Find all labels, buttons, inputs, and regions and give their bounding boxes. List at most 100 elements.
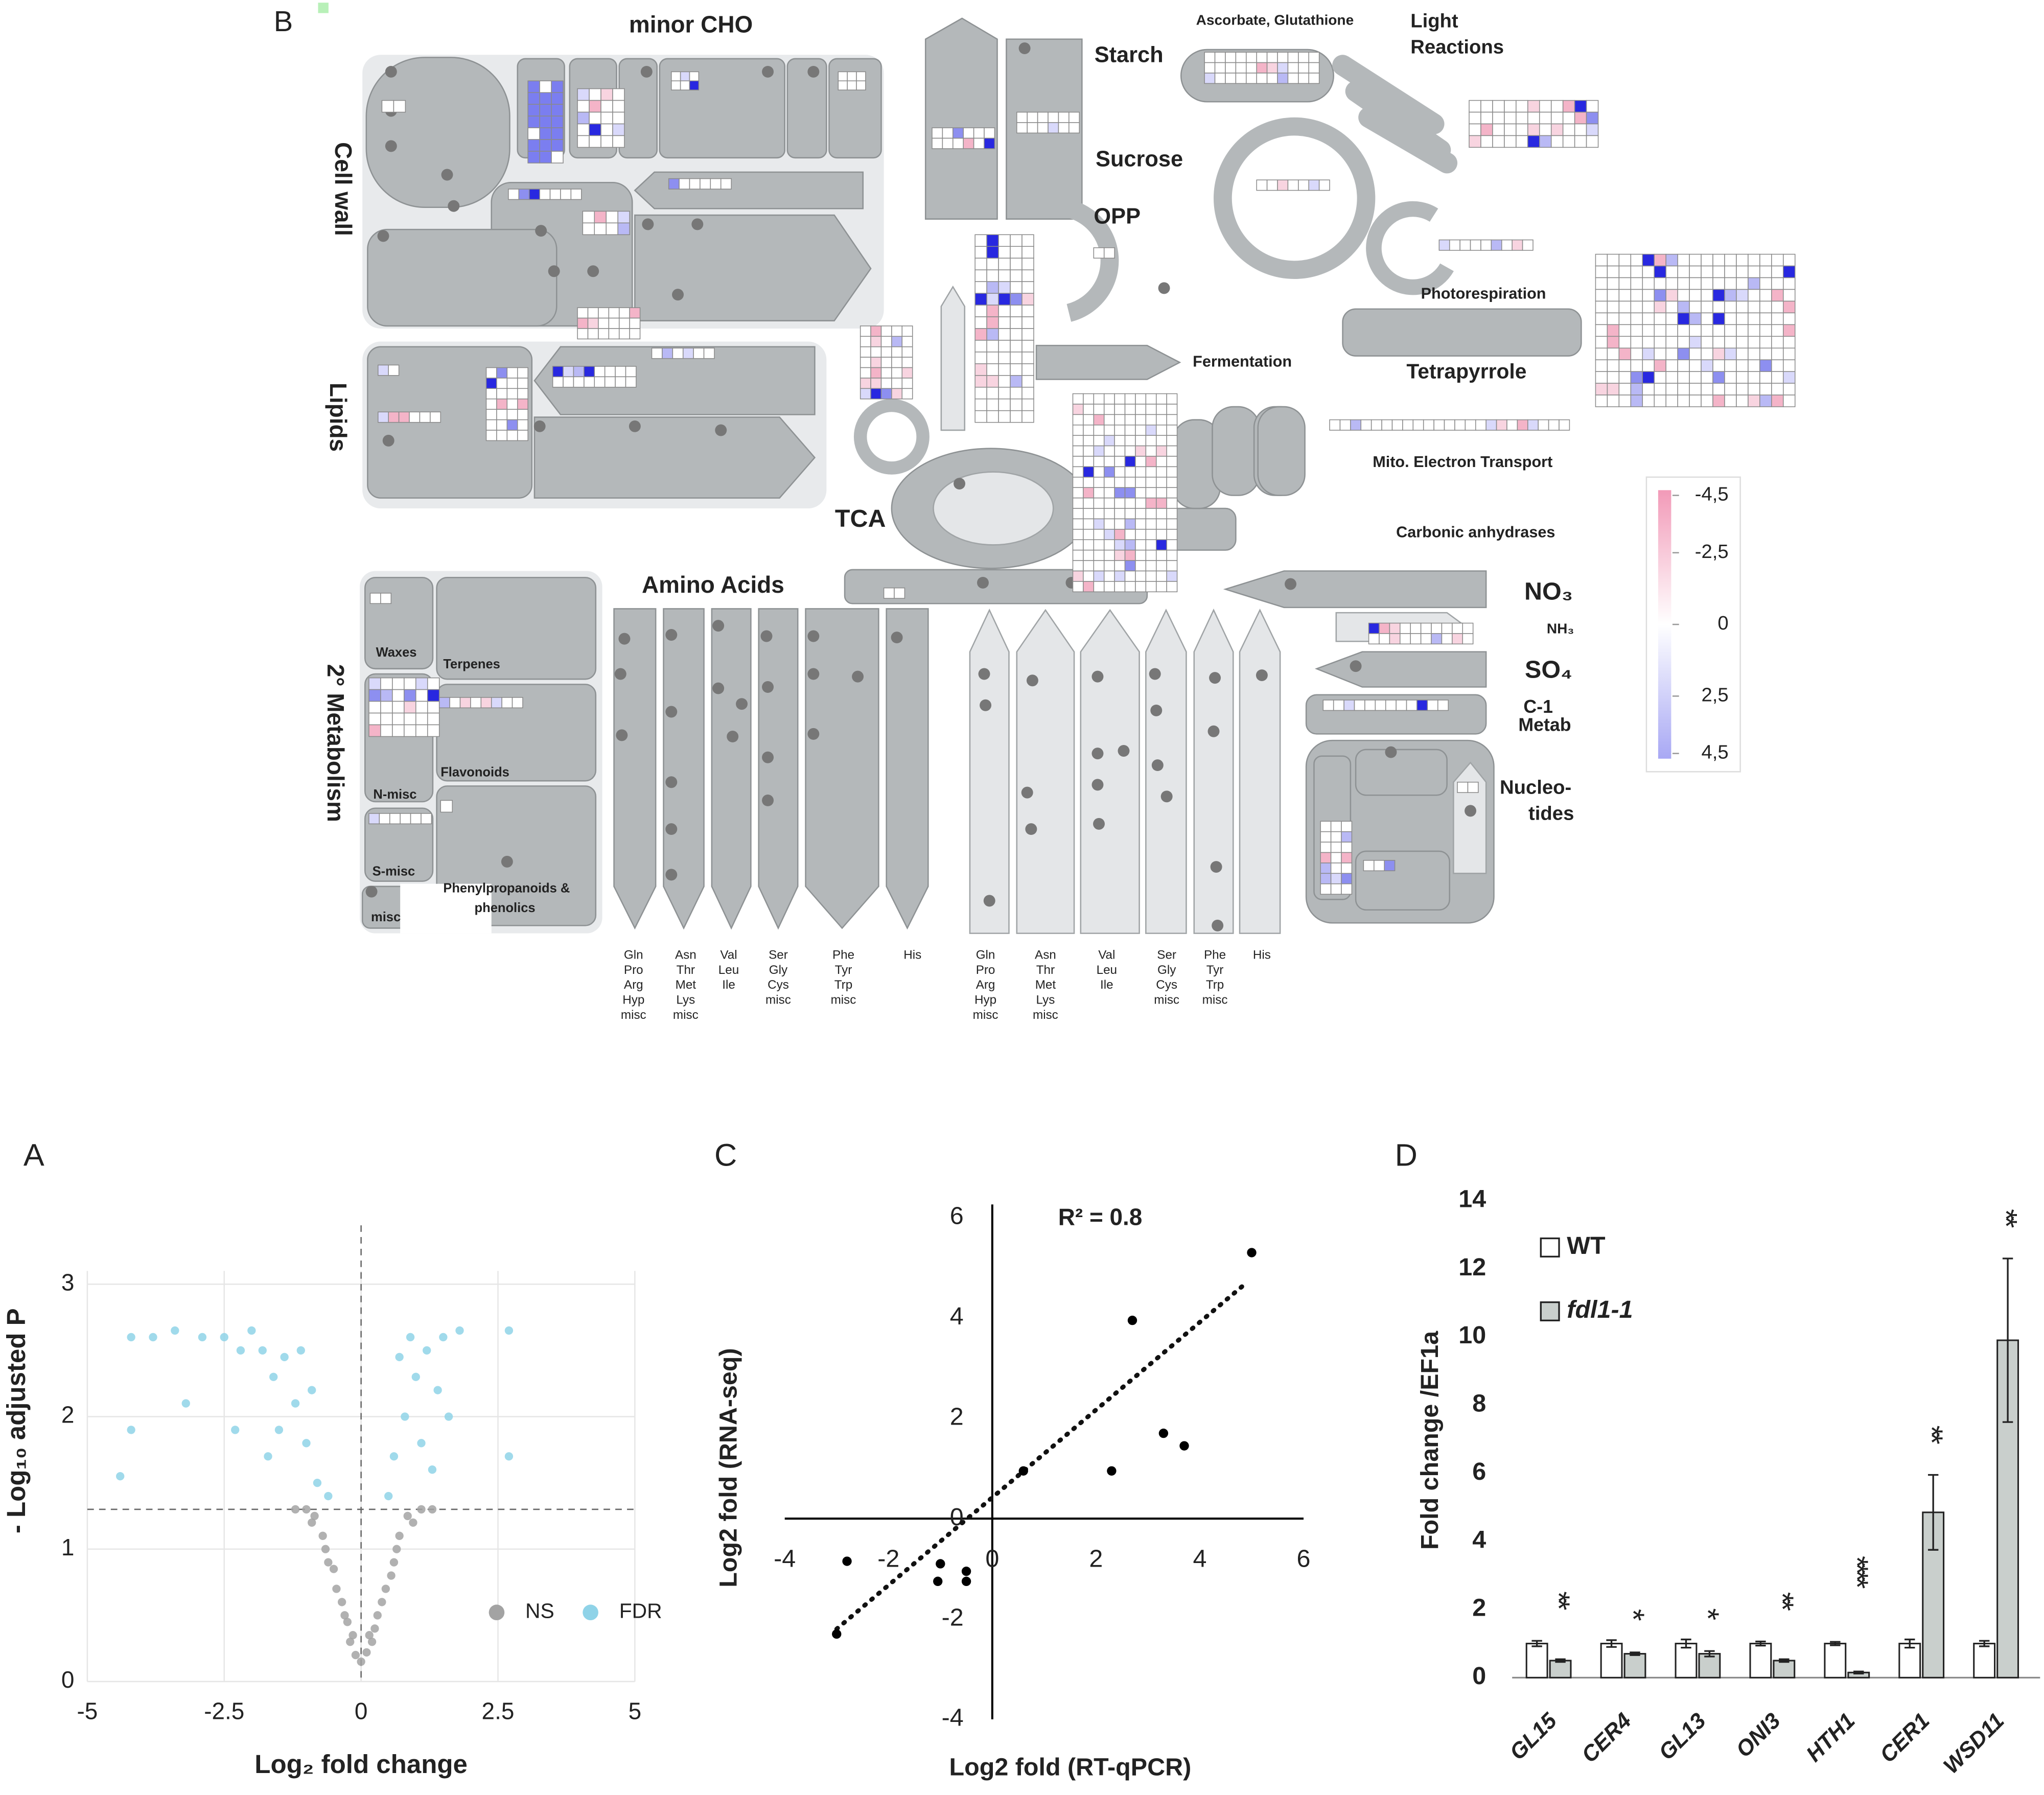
heat-cell (847, 71, 857, 82)
heat-cell (527, 127, 540, 140)
heat-cell (1475, 419, 1486, 431)
amino-label: Val (1098, 948, 1115, 962)
label: SO₄ (1525, 656, 1572, 684)
heat-cell (1225, 52, 1237, 63)
heat-cell (1630, 347, 1643, 360)
heat-cell (600, 111, 613, 125)
heat-cell (1527, 100, 1540, 113)
heat-cell (539, 80, 552, 94)
pathway-dot (1285, 578, 1296, 590)
pathway-dot (533, 420, 546, 432)
significance: ** (1914, 1426, 1949, 1444)
heat-cell (1630, 300, 1643, 314)
point (423, 1346, 431, 1355)
heat-cell (1010, 410, 1023, 423)
point (1158, 1428, 1169, 1438)
point (933, 1576, 943, 1587)
heat-cell (1103, 508, 1115, 520)
heat-cell (1320, 862, 1332, 874)
heat-cell (986, 316, 999, 329)
pathway-dot (715, 424, 727, 436)
heat-cell (1093, 549, 1105, 561)
heat-cell (491, 697, 502, 709)
heat-cell (496, 378, 508, 389)
heat-cell (1736, 359, 1749, 372)
heat-cell (1689, 347, 1702, 360)
heat-cell (1124, 456, 1136, 468)
amino-label: Gln (976, 948, 995, 962)
heat-cell (1736, 253, 1749, 267)
heat-cell (880, 357, 892, 368)
heat-cell (1145, 414, 1157, 426)
heat-cell (577, 135, 590, 148)
heat-cell (1480, 123, 1493, 136)
pathway-box (365, 57, 510, 208)
point (455, 1326, 464, 1335)
heat-cell (1083, 414, 1095, 426)
pathway-dot (665, 823, 678, 835)
pathway-dot (501, 855, 513, 868)
color-scale-ticks: -4,5 -2,5 0 2,5 4,5 (1672, 483, 1729, 763)
heat-cell (589, 111, 601, 125)
point (340, 1611, 349, 1620)
heat-cell (953, 127, 964, 139)
heat-cell (1607, 359, 1620, 372)
heat-cell (1538, 419, 1549, 431)
heat-cell (368, 813, 380, 825)
heat-cell (1416, 700, 1428, 711)
heat-cell (998, 293, 1011, 306)
heat-cell (1072, 404, 1084, 415)
heat-cell (1724, 359, 1737, 372)
heat-cell (1701, 312, 1713, 325)
heat-cell (1595, 371, 1608, 384)
pathway-dot (852, 670, 864, 683)
heat-cell (998, 375, 1011, 388)
heat-cell (1083, 539, 1095, 551)
legend-swatch (1540, 1301, 1560, 1321)
heat-cell (1214, 52, 1226, 63)
heat-cell (380, 677, 393, 690)
annotation: R² = 0.8 (1058, 1203, 1143, 1230)
heat-cell (870, 367, 882, 379)
heat-cell (963, 127, 974, 139)
heat-cell (415, 701, 428, 714)
heat-cell (1145, 539, 1157, 551)
label: Phenylpropanoids & (443, 881, 570, 896)
heat-cell (1341, 842, 1353, 853)
heat-cell (1689, 394, 1702, 407)
pathway-dot (712, 620, 725, 632)
x-tick-label: 6 (1297, 1545, 1311, 1572)
point (384, 1491, 393, 1501)
point (370, 1624, 379, 1633)
heat-cell (1069, 111, 1080, 123)
heat-cell (870, 346, 882, 358)
heat-cell (1072, 393, 1084, 405)
heat-cell (563, 366, 574, 378)
heat-cell (539, 104, 552, 116)
tube (1332, 55, 1445, 134)
point (346, 1638, 355, 1646)
heat-cell (1512, 239, 1523, 251)
heat-cell (1021, 269, 1034, 282)
heat-cell (1103, 247, 1115, 259)
heat-cell (1114, 581, 1126, 593)
panel-label: C (714, 1138, 737, 1173)
point (381, 1584, 390, 1593)
heat-cell (870, 325, 882, 337)
heat-cell (1412, 419, 1424, 431)
tca-inner (933, 471, 1054, 546)
heat-cell (901, 336, 913, 347)
heat-cell (1665, 336, 1678, 349)
pathway-dot (1025, 823, 1037, 835)
heat-cell (539, 115, 552, 128)
heat-cell (1771, 383, 1784, 395)
heat-cell (1550, 111, 1564, 125)
amino-label: Leu (718, 963, 739, 977)
heat-cell (1155, 445, 1167, 457)
error-bar (1555, 1658, 1566, 1663)
heat-cell (625, 376, 637, 388)
heat-cell (1308, 52, 1320, 63)
heat-cell (1539, 111, 1552, 125)
point (409, 1518, 417, 1527)
point (961, 1576, 971, 1587)
